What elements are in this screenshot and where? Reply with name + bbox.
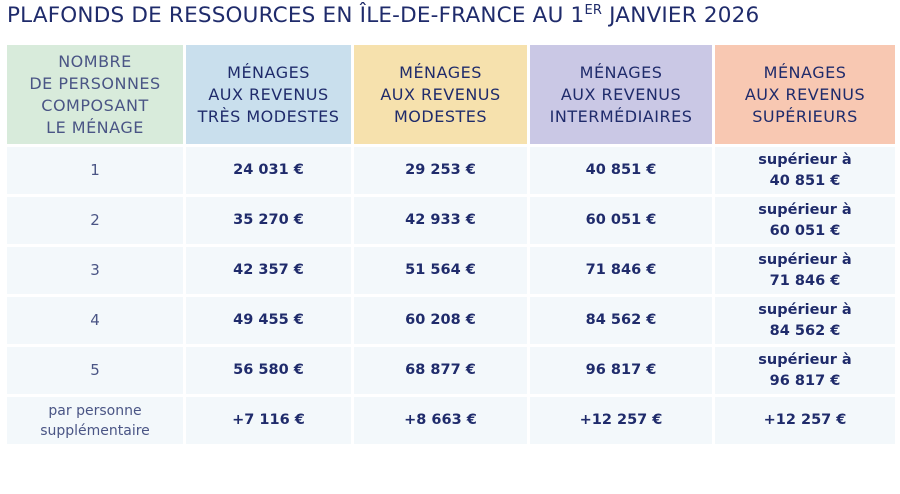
table-row: 1 24 031 € 29 253 € 40 851 € supérieur à… xyxy=(7,147,895,194)
intermediaires-cell: +12 257 € xyxy=(530,397,712,444)
intermediaires-cell: 84 562 € xyxy=(530,297,712,344)
superieurs-cell: supérieur à 84 562 € xyxy=(715,297,895,344)
persons-cell: 3 xyxy=(7,247,183,294)
header-intermediaires: MÉNAGES AUX REVENUS INTERMÉDIAIRES xyxy=(530,45,712,144)
persons-cell: 5 xyxy=(7,347,183,394)
header-modestes: MÉNAGES AUX REVENUS MODESTES xyxy=(354,45,527,144)
tres-modestes-cell: 35 270 € xyxy=(186,197,351,244)
modestes-cell: +8 663 € xyxy=(354,397,527,444)
income-ceilings-table: NOMBRE DE PERSONNES COMPOSANT LE MÉNAGE MÉN… xyxy=(4,42,898,447)
tres-modestes-cell: 42 357 € xyxy=(186,247,351,294)
modestes-cell: 29 253 € xyxy=(354,147,527,194)
table-row-extra-person: par personne supplémentaire +7 116 € +8 6… xyxy=(7,397,895,444)
intermediaires-cell: 96 817 € xyxy=(530,347,712,394)
header-row: NOMBRE DE PERSONNES COMPOSANT LE MÉNAGE MÉN… xyxy=(7,45,895,144)
persons-cell: 2 xyxy=(7,197,183,244)
intermediaires-cell: 40 851 € xyxy=(530,147,712,194)
table-row: 3 42 357 € 51 564 € 71 846 € supérieur à… xyxy=(7,247,895,294)
page-title: PLAFONDS DE RESSOURCES EN ÎLE-DE-FRANCE … xyxy=(7,3,760,28)
persons-cell: 1 xyxy=(7,147,183,194)
table-row: 2 35 270 € 42 933 € 60 051 € supérieur à… xyxy=(7,197,895,244)
superieurs-cell: supérieur à 40 851 € xyxy=(715,147,895,194)
superieurs-cell: +12 257 € xyxy=(715,397,895,444)
superieurs-cell: supérieur à 60 051 € xyxy=(715,197,895,244)
superieurs-cell: supérieur à 71 846 € xyxy=(715,247,895,294)
tres-modestes-cell: 24 031 € xyxy=(186,147,351,194)
modestes-cell: 51 564 € xyxy=(354,247,527,294)
modestes-cell: 42 933 € xyxy=(354,197,527,244)
modestes-cell: 60 208 € xyxy=(354,297,527,344)
table-row: 5 56 580 € 68 877 € 96 817 € supérieur à… xyxy=(7,347,895,394)
persons-cell: par personne supplémentaire xyxy=(7,397,183,444)
modestes-cell: 68 877 € xyxy=(354,347,527,394)
intermediaires-cell: 60 051 € xyxy=(530,197,712,244)
header-tres-modestes: MÉNAGES AUX REVENUS TRÈS MODESTES xyxy=(186,45,351,144)
tres-modestes-cell: 49 455 € xyxy=(186,297,351,344)
superieurs-cell: supérieur à 96 817 € xyxy=(715,347,895,394)
persons-cell: 4 xyxy=(7,297,183,344)
intermediaires-cell: 71 846 € xyxy=(530,247,712,294)
tres-modestes-cell: +7 116 € xyxy=(186,397,351,444)
tres-modestes-cell: 56 580 € xyxy=(186,347,351,394)
table-row: 4 49 455 € 60 208 € 84 562 € supérieur à… xyxy=(7,297,895,344)
header-superieurs: MÉNAGES AUX REVENUS SUPÉRIEURS xyxy=(715,45,895,144)
header-persons: NOMBRE DE PERSONNES COMPOSANT LE MÉNAGE xyxy=(7,45,183,144)
